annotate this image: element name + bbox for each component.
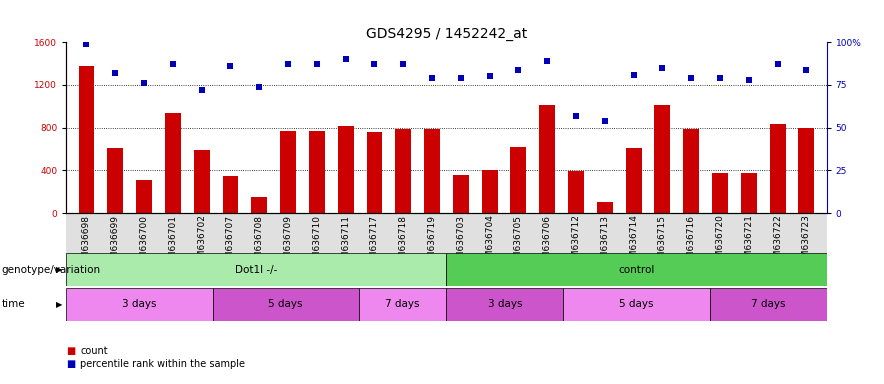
- Bar: [539, 105, 555, 213]
- Text: time: time: [2, 299, 26, 310]
- Point: [368, 61, 382, 68]
- Point: [194, 87, 209, 93]
- Bar: [453, 175, 469, 213]
- Text: 3 days: 3 days: [122, 299, 156, 310]
- Bar: [66, 288, 212, 321]
- Point: [483, 73, 497, 79]
- Title: GDS4295 / 1452242_at: GDS4295 / 1452242_at: [366, 27, 527, 41]
- Bar: [136, 180, 152, 213]
- Bar: [563, 288, 710, 321]
- Point: [453, 75, 468, 81]
- Text: percentile rank within the sample: percentile rank within the sample: [80, 359, 246, 369]
- Bar: [597, 202, 613, 213]
- Bar: [338, 126, 354, 213]
- Text: 7 days: 7 days: [385, 299, 420, 310]
- Point: [771, 61, 785, 68]
- Text: count: count: [80, 346, 108, 356]
- Bar: [798, 127, 814, 213]
- Point: [569, 113, 583, 119]
- Bar: [710, 288, 827, 321]
- Bar: [510, 147, 526, 213]
- Bar: [568, 172, 584, 213]
- Point: [799, 66, 813, 73]
- Bar: [367, 132, 383, 213]
- Text: genotype/variation: genotype/variation: [2, 265, 101, 275]
- Bar: [212, 288, 359, 321]
- Text: ▶: ▶: [57, 265, 63, 274]
- Point: [252, 84, 266, 90]
- Bar: [107, 148, 123, 213]
- Text: 3 days: 3 days: [488, 299, 522, 310]
- Point: [713, 75, 727, 81]
- Text: control: control: [618, 265, 655, 275]
- Bar: [165, 113, 180, 213]
- Bar: [446, 288, 563, 321]
- Point: [684, 75, 698, 81]
- Point: [309, 61, 324, 68]
- Text: 7 days: 7 days: [751, 299, 785, 310]
- Point: [396, 61, 410, 68]
- Point: [281, 61, 295, 68]
- Text: ▶: ▶: [57, 300, 63, 309]
- Point: [655, 65, 669, 71]
- Point: [80, 41, 94, 47]
- Bar: [280, 131, 296, 213]
- Bar: [741, 172, 757, 213]
- Point: [166, 61, 180, 68]
- Bar: [713, 172, 728, 213]
- Point: [137, 80, 151, 86]
- Point: [598, 118, 612, 124]
- Bar: [251, 197, 267, 213]
- Text: ■: ■: [66, 359, 75, 369]
- Bar: [654, 105, 670, 213]
- Point: [224, 63, 238, 69]
- Bar: [395, 129, 411, 213]
- Point: [511, 66, 525, 73]
- Bar: [683, 129, 699, 213]
- Text: 5 days: 5 days: [619, 299, 654, 310]
- Point: [742, 77, 756, 83]
- Bar: [424, 129, 440, 213]
- Bar: [194, 150, 210, 213]
- Point: [425, 75, 439, 81]
- Point: [540, 58, 554, 64]
- Bar: [309, 131, 324, 213]
- Bar: [79, 66, 95, 213]
- Bar: [482, 170, 498, 213]
- Bar: [223, 176, 239, 213]
- Bar: [770, 124, 786, 213]
- Bar: [626, 148, 642, 213]
- Point: [108, 70, 122, 76]
- Bar: [446, 253, 827, 286]
- Point: [627, 72, 641, 78]
- Bar: [359, 288, 446, 321]
- Text: Dot1l -/-: Dot1l -/-: [235, 265, 278, 275]
- Text: ■: ■: [66, 346, 75, 356]
- Bar: [66, 253, 446, 286]
- Point: [339, 56, 353, 62]
- Text: 5 days: 5 days: [269, 299, 303, 310]
